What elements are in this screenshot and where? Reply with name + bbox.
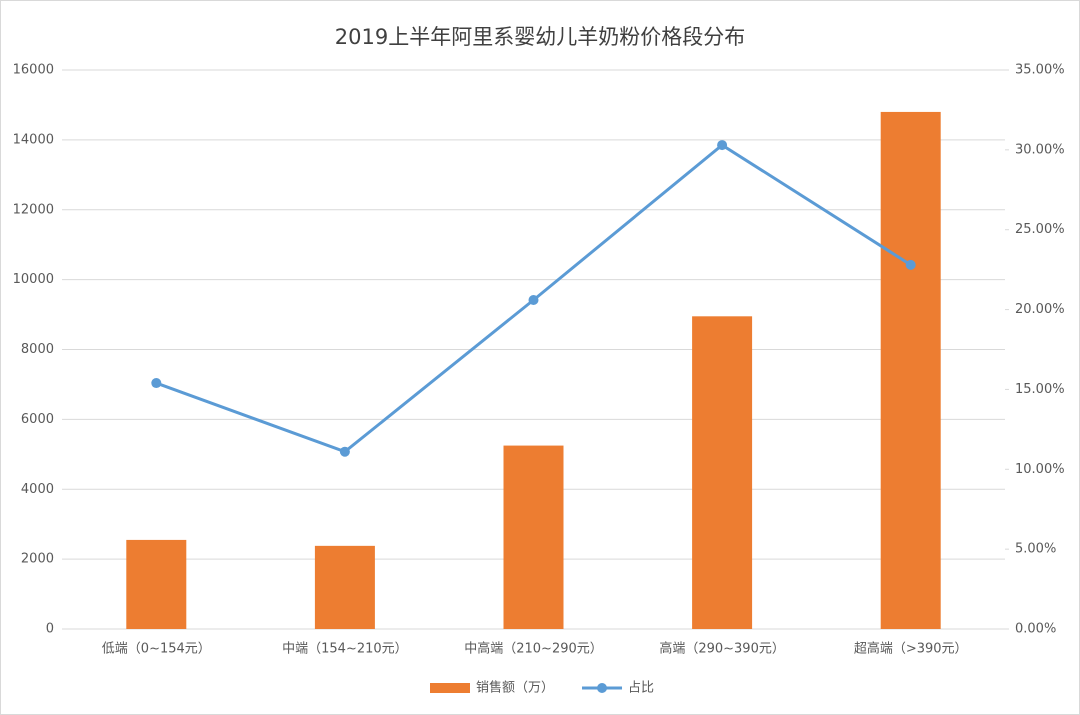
y-tick-label: 4000 bbox=[21, 482, 54, 497]
legend-label: 销售额（万） bbox=[476, 680, 554, 696]
y2-tick-label: 20.00% bbox=[1015, 302, 1065, 317]
legend-swatch bbox=[430, 683, 470, 693]
line-point bbox=[339, 446, 350, 457]
y-tick-label: 2000 bbox=[21, 552, 54, 567]
y2-tick-label: 25.00% bbox=[1015, 222, 1065, 237]
y-tick-label: 8000 bbox=[21, 342, 54, 357]
y-tick-label: 16000 bbox=[13, 63, 54, 78]
line-point bbox=[717, 140, 728, 151]
y-tick-label: 0 bbox=[46, 622, 54, 637]
x-tick-label: 中高端（210~290元） bbox=[464, 641, 603, 657]
x-tick-label: 低端（0~154元） bbox=[102, 642, 211, 657]
bar bbox=[314, 545, 375, 629]
y2-tick-label: 15.00% bbox=[1015, 382, 1065, 397]
y-tick-label: 10000 bbox=[13, 272, 54, 287]
legend-label: 占比 bbox=[628, 681, 654, 696]
y2-tick-label: 10.00% bbox=[1015, 462, 1065, 477]
line-point bbox=[528, 294, 539, 305]
bar bbox=[880, 111, 941, 630]
y2-tick-label: 35.00% bbox=[1015, 63, 1065, 78]
bar bbox=[126, 539, 187, 629]
y2-tick-label: 0.00% bbox=[1015, 622, 1056, 637]
y-tick-label: 12000 bbox=[13, 202, 54, 217]
x-tick-label: 中端（154~210元） bbox=[282, 642, 408, 657]
bar bbox=[503, 445, 564, 629]
line-point bbox=[905, 259, 916, 270]
chart-title: 2019上半年阿里系婴幼儿羊奶粉价格段分布 bbox=[335, 25, 745, 49]
y2-tick-label: 5.00% bbox=[1015, 542, 1056, 557]
bar bbox=[692, 316, 753, 629]
x-tick-label: 超高端（>390元） bbox=[854, 641, 968, 657]
y-tick-label: 6000 bbox=[21, 412, 54, 427]
legend-swatch bbox=[597, 683, 608, 693]
y2-tick-label: 30.00% bbox=[1015, 142, 1065, 157]
x-tick-label: 高端（290~390元） bbox=[659, 641, 785, 657]
line-point bbox=[151, 378, 162, 389]
y-tick-label: 14000 bbox=[13, 132, 54, 147]
